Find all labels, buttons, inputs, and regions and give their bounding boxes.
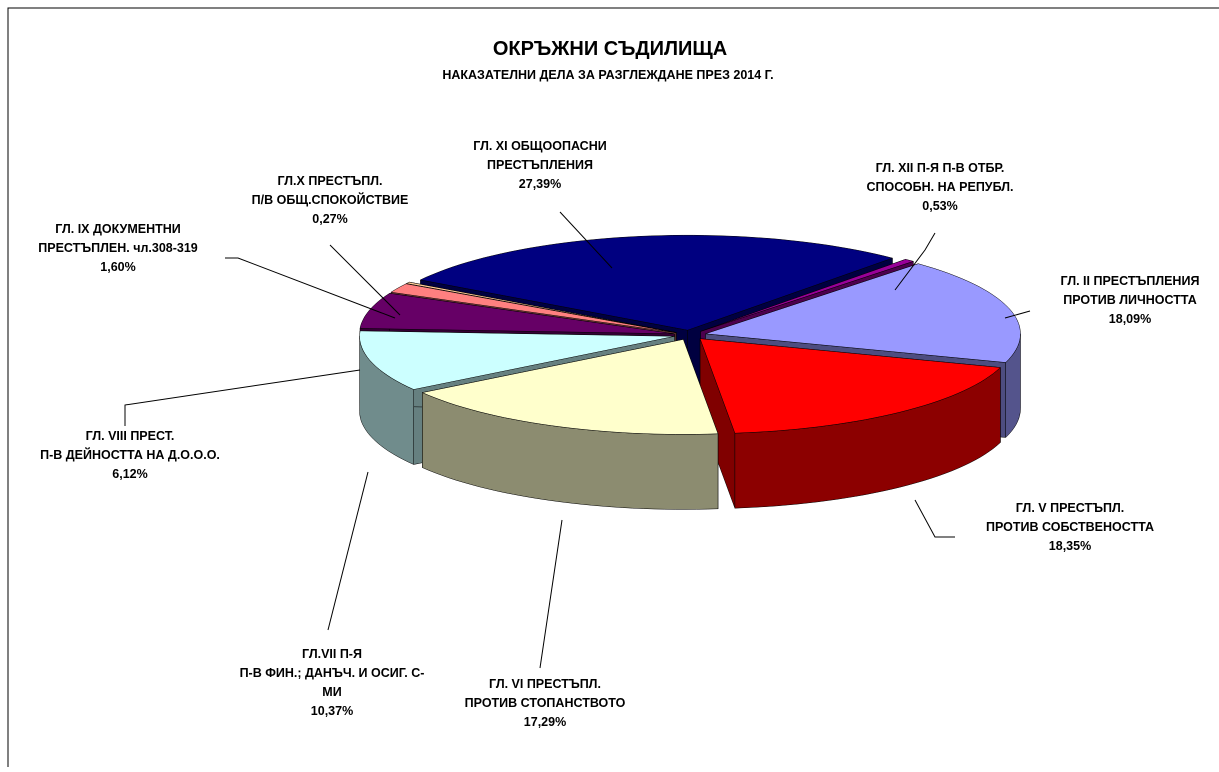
slice-label: ГЛ. II ПРЕСТЪПЛЕНИЯ ПРОТИВ ЛИЧНОСТТА [1061, 274, 1200, 307]
leader-line [914, 499, 955, 538]
slice-label: ГЛ. VI ПРЕСТЪПЛ. ПРОТИВ СТОПАНСТВОТО [465, 677, 626, 710]
value-label: 0,27% [312, 212, 347, 226]
slice-top [699, 338, 1001, 434]
leader-line [559, 211, 613, 269]
slice-top [390, 283, 676, 333]
value-label: 17,29% [524, 715, 566, 729]
slice-label: ГЛ.X ПРЕСТЪПЛ. П/В ОБЩ.СПОКОЙСТВИЕ [252, 174, 409, 207]
leader-line [327, 471, 369, 631]
leader-line [124, 369, 361, 426]
slice-top [700, 259, 915, 332]
leader-line [539, 519, 563, 669]
slice-top [359, 330, 675, 390]
slice-label: ГЛ. XI ОБЩООПАСНИ ПРЕСТЪПЛЕНИЯ [473, 139, 606, 172]
leader-line [894, 232, 936, 291]
leader-line [225, 257, 396, 319]
value-label: 10,37% [311, 704, 353, 718]
value-label: 0,53% [922, 199, 957, 213]
slice-label: ГЛ. VIII ПРЕСТ. П-В ДЕЙНОСТТА НА Д.О.О.О. [40, 429, 220, 462]
slice [699, 338, 1001, 509]
value-label: 18,09% [1109, 312, 1151, 326]
slice-top [421, 339, 719, 435]
chart-subtitle: НАКАЗАТЕЛНИ ДЕЛА ЗА РАЗГЛЕЖДАНЕ ПРЕЗ 201… [442, 68, 773, 82]
slice-label: ГЛ. V ПРЕСТЪПЛ. ПРОТИВ СОБСТВЕНОСТТА [986, 501, 1154, 534]
leader-line [1004, 310, 1031, 319]
slice-top [359, 293, 675, 335]
slice-top [705, 263, 1021, 363]
slice-label: ГЛ. IX ДОКУМЕНТНИ ПРЕСТЪПЛЕН. чл.308-319 [38, 222, 198, 255]
slice-top [405, 281, 677, 333]
slice-top [419, 234, 894, 331]
value-label: 27,39% [519, 177, 561, 191]
value-label: 6,12% [112, 467, 147, 481]
slice-label: ГЛ. XII П-Я П-В ОТБР. СПОСОБН. НА РЕПУБЛ. [866, 161, 1013, 194]
value-label: 1,60% [100, 260, 135, 274]
leader-line [329, 244, 401, 316]
value-label: 18,35% [1049, 539, 1091, 553]
slice [421, 339, 719, 510]
slice-label: ГЛ.VII П-Я П-В ФИН.; ДАНЪЧ. И ОСИГ. С-МИ [240, 647, 425, 699]
chart-title: ОКРЪЖНИ СЪДИЛИЩА [493, 38, 727, 60]
